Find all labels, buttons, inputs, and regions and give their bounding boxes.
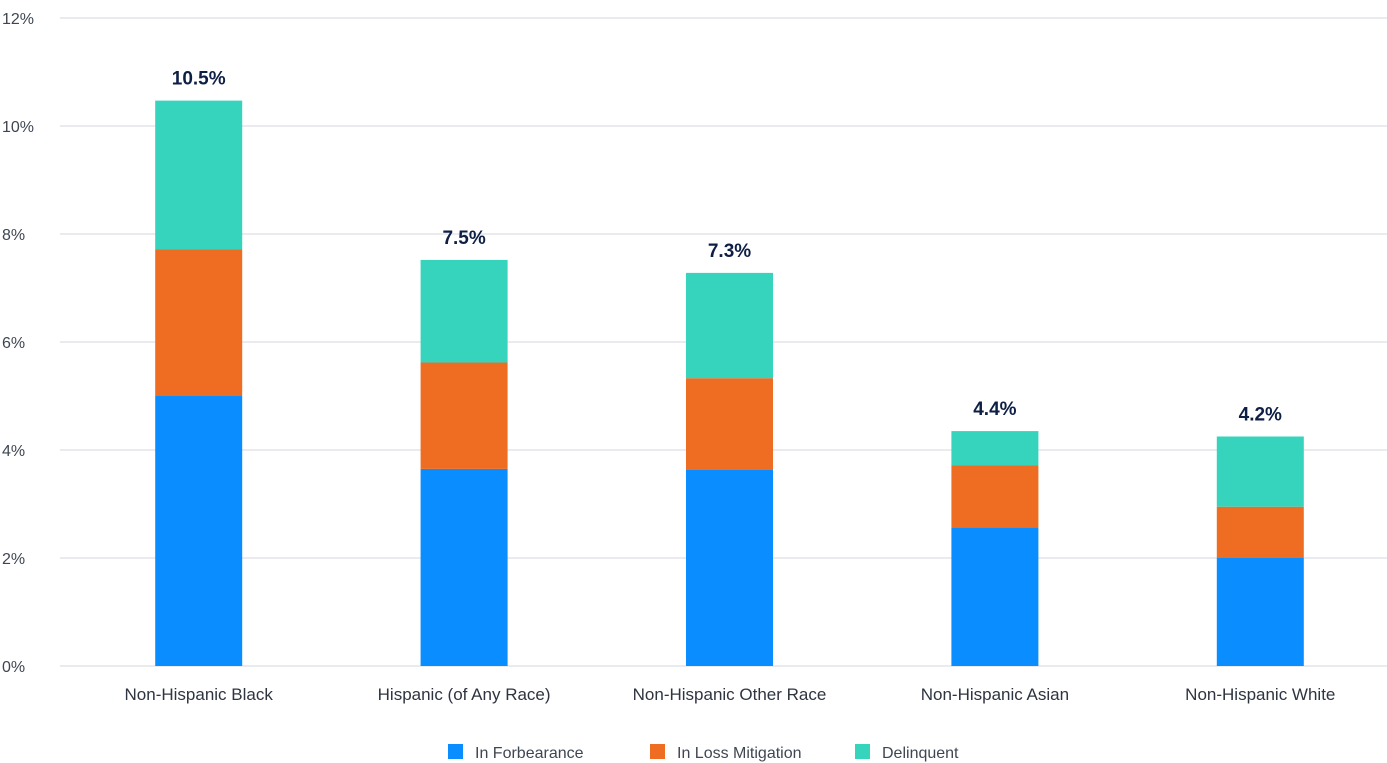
total-labels: 10.5% 7.5% 7.3% 4.4% 4.2%: [172, 69, 1282, 426]
legend-swatch: [448, 744, 463, 759]
bar-segment-in-loss-mitigation: [155, 249, 243, 396]
total-label: 4.4%: [973, 399, 1016, 420]
bar-segment-delinquent: [951, 431, 1039, 466]
x-tick-label: Hispanic (of Any Race): [378, 685, 551, 704]
bar-segment-delinquent: [420, 259, 508, 363]
y-tick-label: 12%: [2, 11, 34, 28]
legend: In Forbearance In Loss Mitigation Delinque…: [448, 744, 959, 762]
bar-segment-in-loss-mitigation: [951, 465, 1039, 528]
total-label: 7.3%: [708, 241, 751, 262]
x-tick-label: Non-Hispanic Asian: [921, 685, 1069, 704]
bar-segment-in-forbearance: [1216, 558, 1304, 666]
x-tick-label: Non-Hispanic Other Race: [633, 685, 827, 704]
total-label: 4.2%: [1239, 405, 1282, 426]
x-axis: Non-Hispanic Black Hispanic (of Any Race)…: [125, 685, 1336, 704]
bar-segment-in-forbearance: [420, 468, 508, 666]
total-label: 10.5%: [172, 69, 226, 90]
bar-segment-in-forbearance: [686, 469, 773, 666]
y-tick-label: 8%: [2, 227, 25, 244]
legend-label: In Forbearance: [475, 745, 584, 762]
total-label: 7.5%: [442, 228, 485, 249]
legend-label: In Loss Mitigation: [677, 745, 802, 762]
legend-swatch: [650, 744, 665, 759]
x-tick-label: Non-Hispanic White: [1185, 685, 1335, 704]
y-tick-label: 0%: [2, 659, 25, 676]
x-tick-label: Non-Hispanic Black: [125, 685, 274, 704]
bar-segment-in-forbearance: [155, 396, 243, 666]
bar-segment-delinquent: [1216, 436, 1304, 507]
bar-segment-in-forbearance: [951, 527, 1039, 666]
bars: [155, 100, 1304, 666]
bar-segment-in-loss-mitigation: [420, 362, 508, 469]
legend-swatch: [855, 744, 870, 759]
bar-segment-in-loss-mitigation: [1216, 506, 1304, 558]
y-tick-label: 2%: [2, 551, 25, 568]
bar-segment-in-loss-mitigation: [686, 378, 773, 470]
legend-label: Delinquent: [882, 745, 959, 762]
y-tick-label: 6%: [2, 335, 25, 352]
bar-segment-delinquent: [686, 272, 773, 379]
bar-segment-delinquent: [155, 100, 243, 250]
y-tick-label: 10%: [2, 119, 34, 136]
y-axis: 0% 2% 4% 6% 8% 10% 12%: [2, 11, 34, 676]
y-tick-label: 4%: [2, 443, 25, 460]
